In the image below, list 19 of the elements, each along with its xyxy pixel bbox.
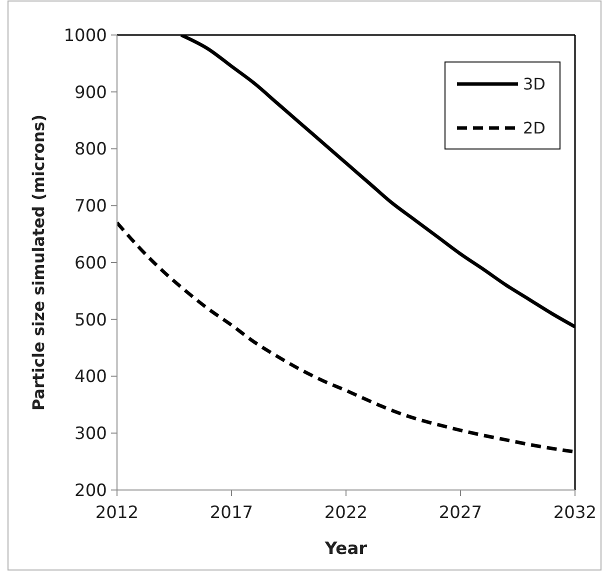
x-axis-title: Year	[324, 539, 368, 559]
y-tick-label: 600	[74, 253, 107, 274]
y-tick-label: 500	[74, 310, 107, 330]
y-tick-label: 300	[74, 424, 107, 444]
y-tick-label: 900	[74, 82, 107, 103]
y-tick-label: 200	[74, 480, 107, 501]
y-tick-label: 400	[74, 367, 107, 388]
x-tick-label: 2032	[553, 503, 597, 523]
line-series	[117, 220, 575, 454]
x-tick-label: 2017	[210, 503, 254, 523]
legend-label: 2D	[523, 118, 546, 138]
x-tick-label: 2012	[95, 503, 139, 523]
y-tick-label: 700	[74, 196, 107, 217]
x-tick-label: 2027	[438, 503, 482, 523]
y-tick-label: 800	[74, 140, 107, 160]
y-axis-title: Particle size simulated (microns)	[29, 114, 48, 411]
legend-label: 3D	[523, 74, 546, 94]
y-tick-label: 1000	[64, 26, 107, 46]
x-tick-label: 2022	[324, 503, 368, 523]
